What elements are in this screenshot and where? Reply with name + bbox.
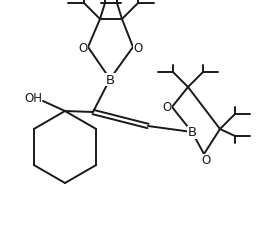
Text: O: O	[162, 101, 172, 114]
Text: O: O	[201, 154, 211, 167]
Text: OH: OH	[24, 92, 42, 105]
Text: O: O	[78, 41, 88, 54]
Text: B: B	[106, 73, 115, 86]
Text: O: O	[133, 41, 143, 54]
Text: B: B	[187, 126, 197, 139]
